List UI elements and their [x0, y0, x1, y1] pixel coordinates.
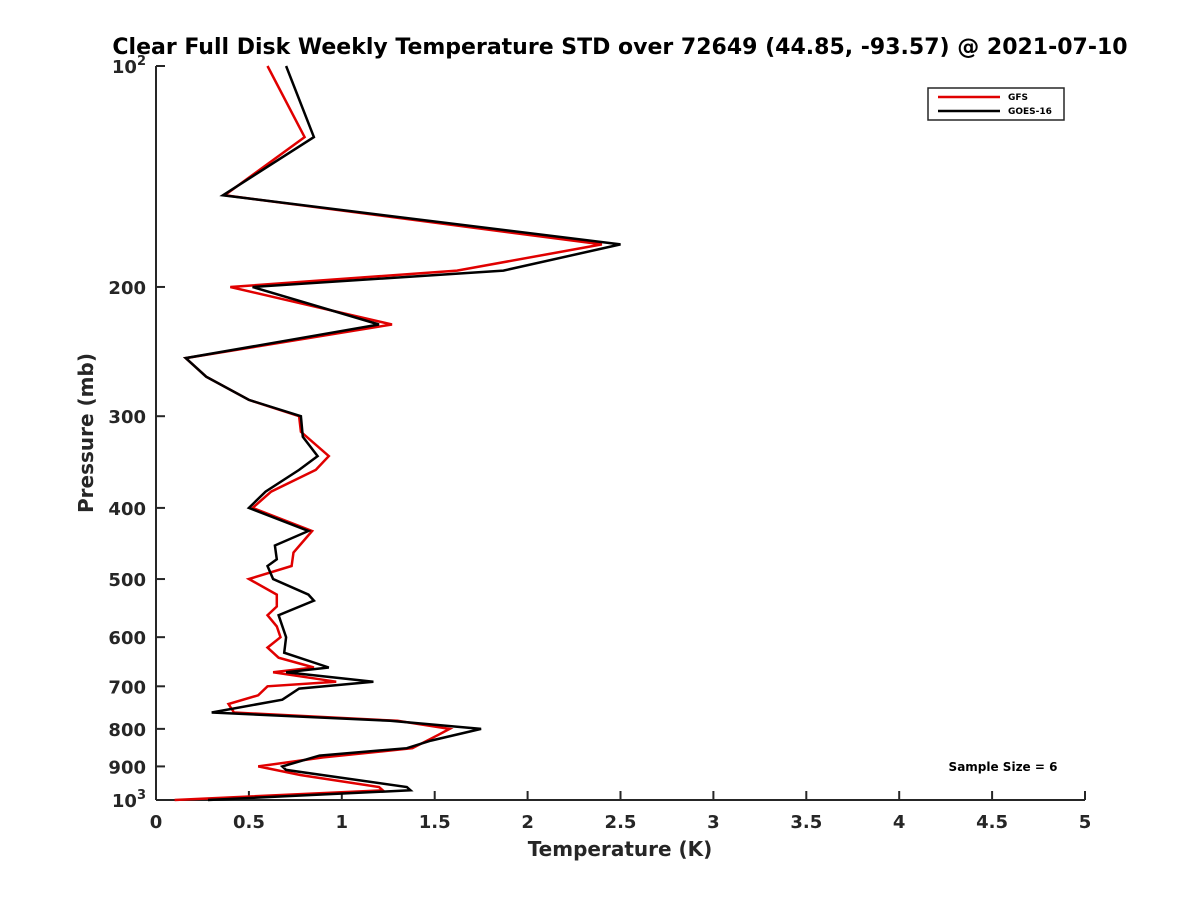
series-line-gfs: [174, 65, 603, 802]
y-tick-label: 500: [108, 570, 146, 591]
y-tick-label: 900: [108, 757, 146, 778]
x-tick-label: 4.5: [976, 812, 1008, 833]
legend-box: [927, 87, 1065, 121]
x-tick-label: 3: [707, 812, 720, 833]
x-tick-label: 1: [336, 812, 349, 833]
y-tick-label: 300: [108, 407, 146, 428]
chart-title: Clear Full Disk Weekly Temperature STD o…: [112, 35, 1127, 60]
y-tick-label: 700: [108, 677, 146, 698]
x-tick-label: 3.5: [790, 812, 822, 833]
x-tick-label: 1.5: [419, 812, 451, 833]
x-axis-ticks: 0 0.5 1 1.5 2 2.5 3 3.5 4 4.5 5: [150, 791, 1092, 833]
y-tick-label: 400: [108, 499, 146, 520]
legend-label-goes-16: GOES-16: [1008, 107, 1052, 117]
series-lines: [174, 65, 621, 802]
x-tick-label: 2: [521, 812, 534, 833]
y-tick-label: 600: [108, 628, 146, 649]
sample-size-annotation: Sample Size = 6: [949, 760, 1058, 774]
y-tick-label: 103: [112, 788, 146, 812]
x-tick-label: 0.5: [233, 812, 265, 833]
y-tick-label: 200: [108, 278, 146, 299]
y-axis-label: Pressure (mb): [74, 353, 98, 513]
y-tick-label: 800: [108, 720, 146, 741]
y-axis-ticks: 102 200 300 400 500 600 700 800 900 103: [108, 54, 165, 812]
legend-label-gfs: GFS: [1008, 93, 1028, 103]
x-tick-label: 5: [1079, 812, 1092, 833]
x-tick-label: 0: [150, 812, 163, 833]
x-tick-label: 2.5: [605, 812, 637, 833]
x-axis-label: Temperature (K): [528, 837, 713, 861]
x-tick-label: 4: [893, 812, 906, 833]
series-line-goes-16: [182, 65, 621, 802]
y-tick-label: 102: [112, 54, 146, 78]
legend: GFS GOES-16: [927, 87, 1065, 121]
